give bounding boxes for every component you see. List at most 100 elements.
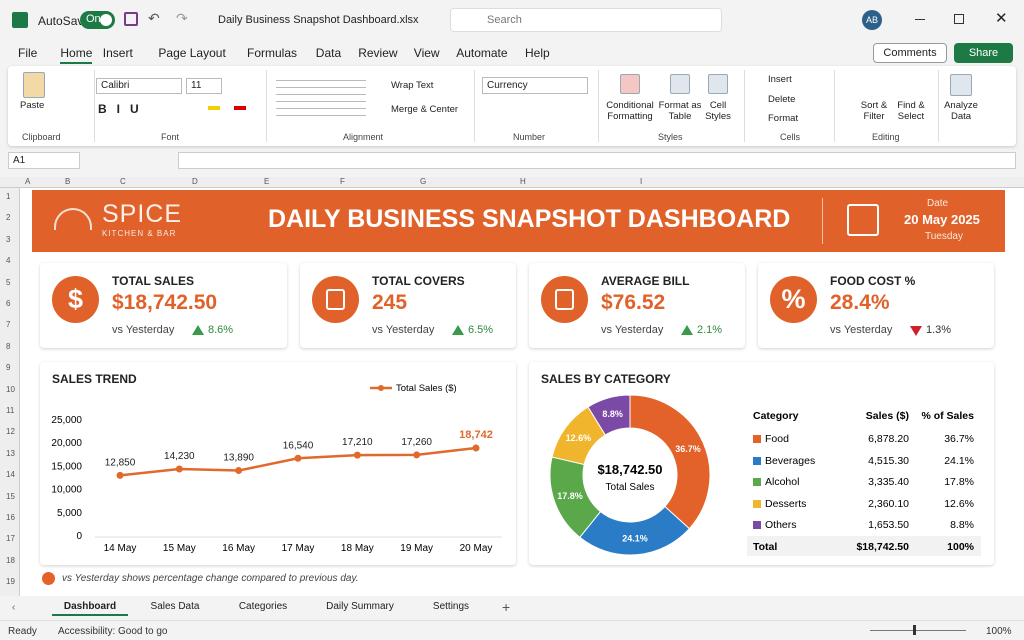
trend-arrow (681, 325, 693, 335)
menu-tab[interactable]: Insert (102, 46, 133, 60)
find-select[interactable]: Find & Select (897, 100, 925, 122)
sheet-tab[interactable]: Dashboard (52, 601, 128, 616)
font-color[interactable] (234, 106, 246, 110)
date-value: 20 May 2025 (904, 212, 980, 227)
row-number: 11 (6, 406, 15, 415)
kpi-card: TOTAL COVERS 245 vs Yesterday 6.5% (300, 263, 516, 348)
column-letter: G (420, 177, 427, 186)
highlight-color[interactable] (208, 106, 220, 110)
data-point (235, 467, 243, 475)
kpi-card: AVERAGE BILL $76.52 vs Yesterday 2.1% (529, 263, 745, 348)
save-icon[interactable] (124, 12, 138, 26)
undo-icon[interactable]: ↶ (148, 10, 160, 26)
analyze-data[interactable]: Analyze Data (944, 100, 978, 122)
separator (598, 70, 599, 142)
analyze-icon[interactable] (950, 74, 972, 96)
kpi-value: $18,742.50 (112, 291, 218, 314)
kpi-change: 2.1% (697, 324, 723, 336)
menu-tab[interactable]: Home (60, 46, 93, 64)
user-avatar[interactable]: AB (862, 10, 882, 30)
redo-icon[interactable]: ↷ (176, 10, 188, 26)
menu-tab[interactable]: Data (315, 46, 342, 60)
menu-bar: Comments Share File Home Insert Page Layout… (0, 40, 1024, 66)
font-name-box[interactable]: Calibri (96, 78, 182, 94)
x-tick-label: 16 May (222, 543, 255, 554)
formula-input[interactable] (178, 152, 1016, 169)
format-as-table[interactable]: Format as Table (658, 100, 702, 122)
sort-filter[interactable]: Sort & Filter (860, 100, 888, 122)
autosave-label: AutoSave (38, 14, 91, 28)
menu-tab[interactable]: Help (525, 46, 550, 60)
sheet-tab[interactable]: Sales Data (150, 601, 200, 612)
insert-cells[interactable]: Insert (768, 74, 792, 85)
name-box[interactable]: A1 (8, 152, 80, 169)
zoom-slider[interactable] (870, 630, 966, 631)
maximize-button[interactable] (954, 14, 964, 24)
data-label: 13,890 (223, 453, 254, 464)
column-headers: A B C D E F G H I (0, 177, 1024, 188)
group-label: Editing (872, 132, 900, 142)
calendar-icon (847, 204, 879, 236)
minimize-button[interactable] (915, 19, 925, 20)
column-letter: E (264, 177, 270, 186)
excel-logo (12, 12, 28, 28)
row-number: 10 (6, 384, 15, 394)
wrap-text-button[interactable]: Wrap Text (391, 80, 434, 91)
share-button[interactable]: Share (954, 43, 1013, 63)
delete-cells[interactable]: Delete (768, 94, 796, 105)
row-number: 8 (6, 341, 11, 351)
group-label: Font (161, 132, 180, 142)
zoom-level: 100% (986, 626, 1012, 637)
column-letter: D (192, 177, 198, 186)
scroll-left[interactable]: ‹ (12, 602, 16, 613)
conditional-icon[interactable] (620, 74, 640, 94)
conditional-formatting[interactable]: Conditional Formatting (606, 100, 654, 122)
menu-tab[interactable]: Automate (456, 46, 508, 60)
menu-tab[interactable]: Page Layout (158, 46, 226, 60)
cloche-icon (54, 208, 92, 230)
menu-tab[interactable]: View (413, 46, 440, 60)
kpi-change: 1.3% (926, 324, 952, 336)
total-row-bg (747, 536, 981, 556)
data-label: 14,230 (164, 451, 195, 462)
menu-tab[interactable]: Formulas (247, 46, 298, 60)
styles-icon[interactable] (708, 74, 728, 94)
menu-tab[interactable]: File (18, 46, 38, 60)
font-style-buttons[interactable]: BIU (98, 102, 149, 116)
font-size-box[interactable]: 11 (186, 78, 222, 94)
format-cells[interactable]: Format (768, 113, 799, 124)
row-number: 6 (6, 299, 11, 308)
merge-center-button[interactable]: Merge & Center (391, 104, 459, 115)
cell-styles[interactable]: Cell Styles (705, 100, 731, 122)
data-label: 17,260 (401, 437, 432, 448)
separator (474, 70, 475, 142)
sheet-tab[interactable]: Settings (432, 601, 470, 612)
add-sheet[interactable]: + (502, 599, 511, 615)
number-format-box[interactable]: Currency (482, 77, 588, 94)
sheet-tab[interactable]: Daily Summary (326, 601, 394, 612)
alignment-icons[interactable] (276, 76, 366, 116)
accessibility-status[interactable]: Accessibility: Good to go (58, 626, 168, 637)
search-placeholder: Search (487, 14, 522, 26)
close-button[interactable]: ✕ (995, 10, 1008, 27)
category-percent: 17.8% (944, 476, 974, 488)
autosave-toggle[interactable]: On (80, 11, 115, 29)
menu-tab[interactable]: Review (358, 46, 398, 60)
slice-label: 8.8% (602, 409, 623, 419)
total-label: Total (753, 541, 777, 553)
paste-label[interactable]: Paste (20, 100, 45, 111)
separator (834, 70, 835, 142)
legend-label: Total Sales ($) (396, 383, 457, 394)
status-bar: Ready Accessibility: Good to go 100% (0, 620, 1024, 640)
category-sales: 2,360.10 (868, 498, 909, 510)
table-icon[interactable] (670, 74, 690, 94)
row-number: 19 (6, 577, 15, 587)
sheet-tab[interactable]: Categories (238, 601, 288, 612)
zoom-thumb[interactable] (913, 625, 916, 635)
paste-icon[interactable] (23, 72, 45, 98)
category-name: Beverages (765, 455, 815, 467)
search-box[interactable]: Search (450, 8, 722, 32)
comments-button[interactable]: Comments (873, 43, 947, 63)
kpi-title: TOTAL COVERS (372, 274, 465, 288)
